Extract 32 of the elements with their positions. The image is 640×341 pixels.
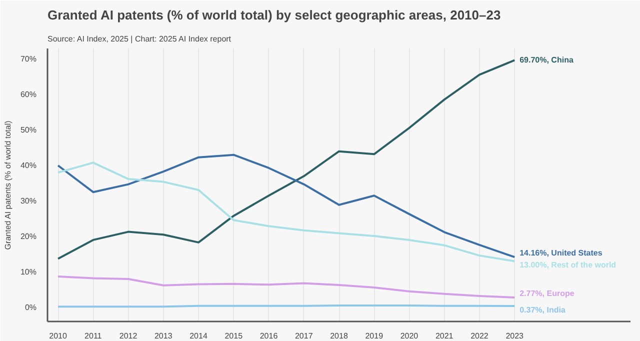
x-tick-label: 2017 xyxy=(294,332,314,340)
x-tick-label: 2023 xyxy=(506,332,524,340)
y-tick-label: 70% xyxy=(20,54,37,64)
x-tick-label: 2011 xyxy=(84,332,102,340)
x-tick-label: 2015 xyxy=(224,332,244,340)
text: 2.77%, Europe xyxy=(520,288,574,298)
chart-subtitle: Source: AI Index, 2025 | Chart: 2025 AI Index report xyxy=(48,34,232,44)
text: 14.16%, United States xyxy=(520,248,602,258)
y-tick-label: 0% xyxy=(24,302,36,312)
text: 69.70%, China xyxy=(520,56,574,65)
chart-title: Granted AI patents (% of world total) by select geographic areas, 2010–23 xyxy=(48,8,501,22)
y-tick-label: 10% xyxy=(20,267,37,276)
x-tick-label: 2019 xyxy=(365,332,384,340)
y-tick-label: 40% xyxy=(20,161,37,170)
y-axis-title: Granted AI patents (% of world total) xyxy=(3,120,12,250)
text: 13.00%, Rest of the world xyxy=(520,260,616,270)
x-tick-label: 2018 xyxy=(330,332,348,340)
y-tick-label: 30% xyxy=(20,196,37,206)
x-tick-label: 2010 xyxy=(49,332,68,340)
y-tick-label: 50% xyxy=(20,126,37,135)
x-tick-label: 2012 xyxy=(119,332,138,340)
text: 0.37%, India xyxy=(520,306,566,315)
x-tick-label: 2014 xyxy=(190,332,208,340)
line-series xyxy=(57,59,516,260)
x-tick-label: 2020 xyxy=(400,332,419,340)
x-tick-label: 2022 xyxy=(470,332,489,340)
line-series xyxy=(57,275,516,298)
y-tick-label: 20% xyxy=(20,232,37,241)
x-tick-label: 2021 xyxy=(435,332,454,340)
x-tick-label: 2013 xyxy=(154,332,173,340)
x-tick-label: 2016 xyxy=(260,332,278,340)
y-tick-label: 60% xyxy=(20,90,37,100)
